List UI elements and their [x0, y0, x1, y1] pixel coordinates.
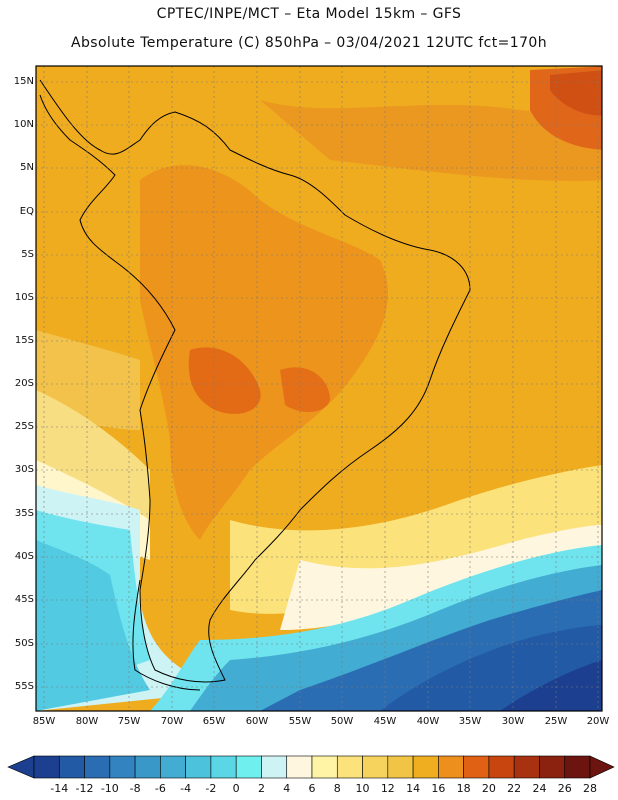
colorbar-swatch	[463, 755, 490, 779]
lat-label: 45S	[14, 594, 34, 605]
colorbar-tick-label: 24	[532, 782, 547, 795]
colorbar-tick-label: 0	[232, 782, 240, 795]
colorbar-tick-label: 12	[380, 782, 395, 795]
lat-label: 5N	[20, 162, 34, 173]
colorbar-tick-label: -10	[100, 782, 119, 795]
colorbar-swatch	[488, 755, 515, 779]
lon-label: 75W	[117, 716, 141, 727]
colorbar-tick-label: -6	[154, 782, 166, 795]
lon-label: 25W	[544, 716, 568, 727]
lat-label: EQ	[19, 206, 34, 217]
colorbar-tick-label: 26	[557, 782, 572, 795]
colorbar-tick-label: 10	[355, 782, 370, 795]
colorbar-tick-label: -4	[180, 782, 192, 795]
coastlines	[39, 79, 471, 691]
colorbar-swatch	[513, 755, 540, 779]
colorbar-tick-label: 14	[406, 782, 421, 795]
lon-label: 80W	[75, 716, 99, 727]
colorbar-arrow-right	[589, 755, 615, 779]
colorbar-tick-label: 4	[283, 782, 291, 795]
lon-label: 85W	[32, 716, 56, 727]
colorbar-swatch	[33, 755, 60, 779]
temperature-field	[36, 66, 602, 711]
colorbar-swatch	[134, 755, 161, 779]
lon-label: 20W	[586, 716, 610, 727]
colorbar-tick-label: 16	[431, 782, 446, 795]
lat-label: 55S	[14, 681, 34, 692]
colorbar-swatch	[362, 755, 389, 779]
chart-title-line1: CPTEC/INPE/MCT – Eta Model 15km – GFS	[156, 6, 462, 22]
colorbar-tick-label: -2	[205, 782, 217, 795]
colorbar-swatch	[311, 755, 338, 779]
lat-label: 50S	[14, 638, 34, 649]
colorbar-swatch	[261, 755, 288, 779]
lat-lon-grid	[36, 66, 602, 711]
colorbar-swatch	[210, 755, 237, 779]
lon-label: 40W	[416, 716, 440, 727]
lat-label: 10N	[13, 119, 34, 130]
colorbar-swatch	[84, 755, 111, 779]
temperature-colorbar	[7, 755, 615, 779]
lon-label: 45W	[373, 716, 397, 727]
chart-title-line2: Absolute Temperature (C) 850hPa – 03/04/…	[70, 35, 547, 51]
lat-label: 15N	[13, 76, 34, 87]
colorbar-swatch	[286, 755, 313, 779]
lat-label: 20S	[14, 378, 34, 389]
colorbar-tick-label: 22	[507, 782, 522, 795]
colorbar-tick-label: 8	[333, 782, 341, 795]
colorbar-swatch	[336, 755, 363, 779]
lat-label: 35S	[14, 508, 34, 519]
lon-label: 50W	[330, 716, 354, 727]
colorbar-tick-label: 18	[456, 782, 471, 795]
lat-label: 5S	[21, 249, 34, 260]
lat-label: 10S	[14, 292, 34, 303]
colorbar-swatch	[58, 755, 85, 779]
lat-label: 15S	[14, 335, 34, 346]
lon-label: 30W	[501, 716, 525, 727]
lat-label: 40S	[14, 551, 34, 562]
colorbar-tick-label: 6	[308, 782, 316, 795]
colorbar-swatch	[564, 755, 591, 779]
colorbar-swatch	[185, 755, 212, 779]
lon-label: 60W	[245, 716, 269, 727]
colorbar-tick-label: -12	[75, 782, 94, 795]
colorbar-tick-label: 2	[257, 782, 265, 795]
colorbar-swatch	[438, 755, 464, 779]
colorbar-swatch	[109, 755, 136, 779]
colorbar-swatch	[160, 755, 186, 779]
lat-label: 25S	[14, 421, 34, 432]
colorbar-tick-label: -14	[50, 782, 69, 795]
lat-label: 30S	[14, 464, 34, 475]
colorbar-swatch	[539, 755, 566, 779]
colorbar-tick-label: 28	[583, 782, 597, 795]
colorbar-arrow-left	[7, 755, 35, 779]
colorbar-swatch	[387, 755, 414, 779]
colorbar-swatch	[235, 755, 262, 779]
lon-label: 70W	[160, 716, 184, 727]
colorbar-swatch	[412, 755, 439, 779]
lon-label: 55W	[288, 716, 312, 727]
colorbar-tick-label: 20	[481, 782, 496, 795]
lon-label: 65W	[202, 716, 226, 727]
map-border	[35, 65, 603, 712]
colorbar-tick-label: -8	[129, 782, 141, 795]
lon-label: 35W	[458, 716, 482, 727]
